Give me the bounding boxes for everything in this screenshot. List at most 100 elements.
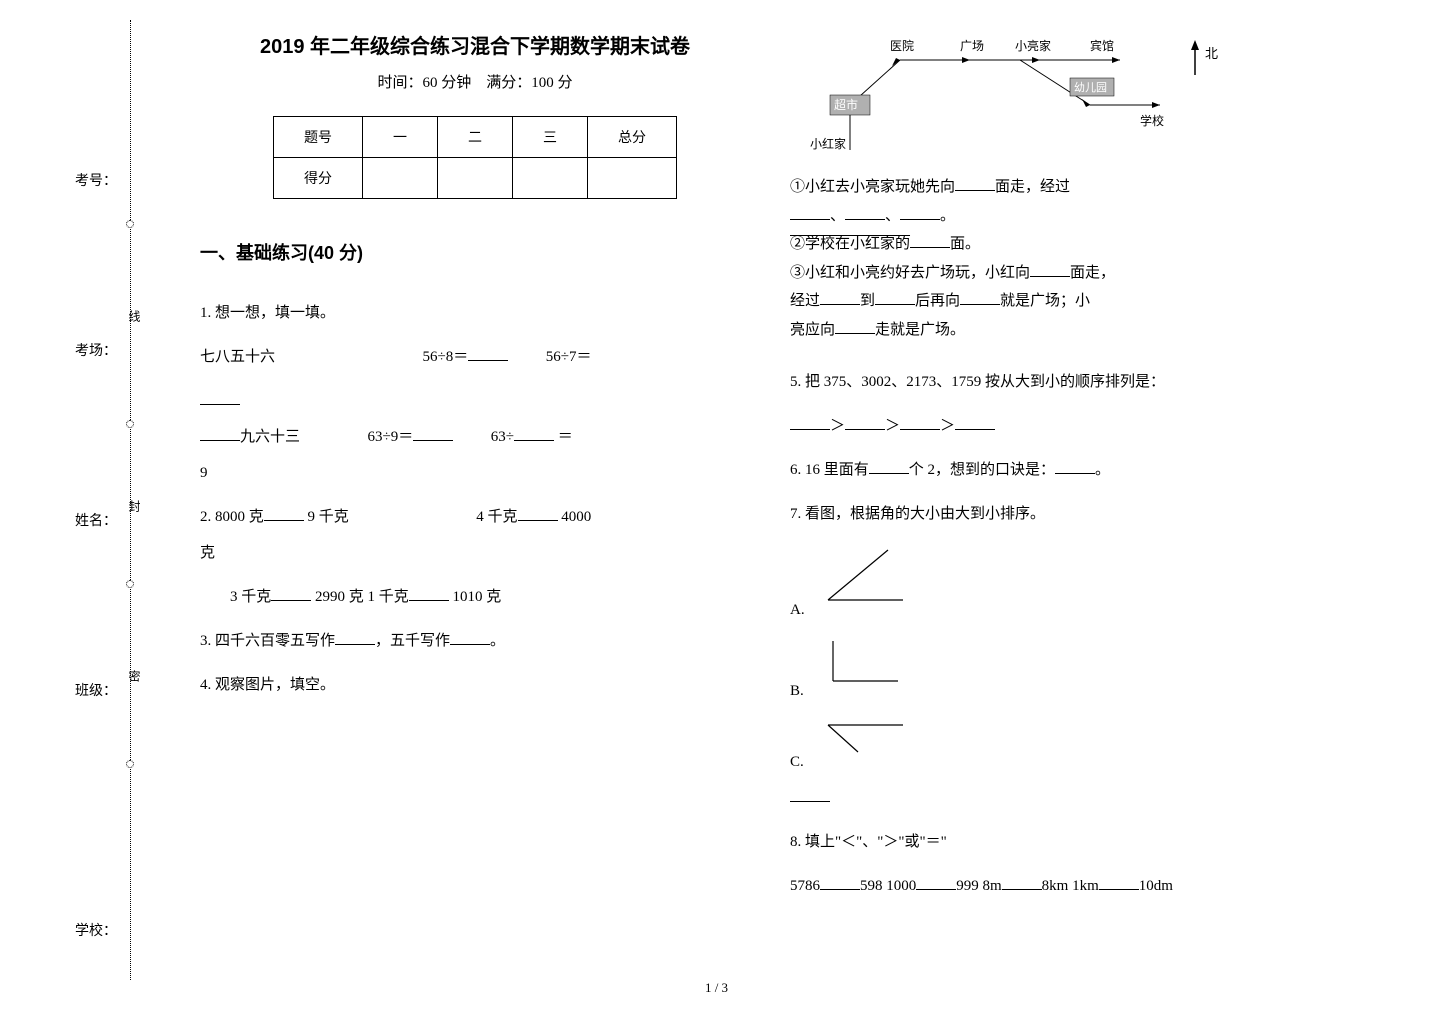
score-value-row: 得分 [274, 158, 677, 199]
q4-stem: 4. 观察图片，填空。 [200, 667, 750, 703]
q5-gt: ＞ [885, 418, 900, 434]
q2-text: 4000 [561, 509, 591, 525]
q1-stem: 1. 想一想，填一填。 [200, 295, 750, 331]
blank [413, 423, 453, 441]
blank [900, 202, 940, 220]
q4-s3: 面走， [1070, 265, 1115, 281]
q4-s1: ①小红去小亮家玩她先向 [790, 179, 955, 195]
blank [875, 287, 915, 305]
q1-text: 56÷8＝ [423, 349, 469, 365]
angle-c-diagram [818, 717, 908, 762]
binding-label-exam-room: 考场： [75, 340, 117, 360]
q1-text: 9 [200, 465, 208, 481]
q3: 3. 四千六百零五写作，五千写作。 [200, 623, 750, 659]
blank [1055, 456, 1095, 474]
q2-text: 1010 克 [453, 589, 502, 605]
score-td [438, 158, 513, 199]
left-column: 2019 年二年级综合练习混合下学期数学期末试卷 时间：60 分钟 满分：100… [180, 30, 770, 970]
blank [518, 503, 558, 521]
map-label: 广场 [960, 39, 984, 53]
score-table: 题号 一 二 三 总分 得分 [273, 116, 677, 199]
q2-text: 2. 8000 克 [200, 509, 264, 525]
q1-text: 九六十三 [240, 429, 300, 445]
q6-text: 6. 16 里面有 [790, 462, 869, 478]
binding-circle [126, 220, 134, 228]
q4-s1: 。 [940, 208, 955, 224]
blank [790, 784, 830, 802]
q5-gt: ＞ [940, 418, 955, 434]
exam-subtitle: 时间：60 分钟 满分：100 分 [200, 71, 750, 92]
q7-b: B. [790, 636, 1340, 709]
q6-text: 。 [1095, 462, 1110, 478]
blank [916, 872, 956, 890]
binding-label-school: 学校： [75, 920, 117, 940]
q2-text: 9 千克 [308, 509, 349, 525]
blank [409, 583, 449, 601]
blank [790, 412, 830, 430]
blank [335, 627, 375, 645]
binding-circle [126, 420, 134, 428]
q4-s1: 、 [885, 208, 900, 224]
q1-text: ＝ [558, 429, 573, 445]
q8-text: 5786 [790, 878, 820, 894]
q3-text: 3. 四千六百零五写作 [200, 633, 335, 649]
binding-circle [126, 760, 134, 768]
map-diagram: 北 医院 广场 小亮家 宾馆 超市 幼儿园 学校 小红家 [800, 30, 1230, 160]
q2-text: 克 [200, 545, 215, 561]
right-column: 北 医院 广场 小亮家 宾馆 超市 幼儿园 学校 小红家 ①小红去小亮家玩她先向… [770, 30, 1360, 970]
map-label: 超市 [834, 97, 858, 112]
blank [790, 202, 830, 220]
blank [200, 387, 240, 405]
score-td: 得分 [274, 158, 363, 199]
blank [200, 423, 240, 441]
blank [900, 412, 940, 430]
q3-text: ，五千写作 [375, 633, 450, 649]
blank [869, 456, 909, 474]
q8-text: 8km 1km [1042, 878, 1099, 894]
q4-s3: 就是广场；小 [1000, 293, 1090, 309]
blank [845, 202, 885, 220]
map-label: 小亮家 [1015, 38, 1051, 53]
score-header-row: 题号 一 二 三 总分 [274, 117, 677, 158]
angle-a-diagram [818, 540, 908, 610]
q1-text: 七八五十六 [200, 349, 275, 365]
q8-stem: 8. 填上"＜"、"＞"或"＝" [790, 824, 1340, 860]
q8-text: 999 8m [956, 878, 1001, 894]
map-label: 宾馆 [1090, 38, 1114, 53]
page-number: 1 / 3 [705, 980, 728, 996]
q2-line1: 2. 8000 克 9 千克 4 千克 4000 克 [200, 499, 750, 571]
q4-s2: ②学校在小红家的 [790, 236, 910, 252]
q8-text: 10dm [1139, 878, 1173, 894]
blank [271, 583, 311, 601]
page-content: 2019 年二年级综合练习混合下学期数学期末试卷 时间：60 分钟 满分：100… [180, 30, 1400, 970]
score-th: 二 [438, 117, 513, 158]
blank [955, 412, 995, 430]
blank [835, 316, 875, 334]
blank [1099, 872, 1139, 890]
q1-line2: 九六十三 63÷9＝ 63÷ ＝ 9 [200, 383, 750, 491]
binding-label-class: 班级： [75, 680, 117, 700]
q5: 5. 把 375、3002、2173、1759 按从大到小的顺序排列是： [790, 364, 1340, 400]
binding-label-name: 姓名： [75, 510, 117, 530]
q8-line: 5786 598 1000 999 8m 8km 1km 10dm [790, 868, 1340, 904]
q8-text: 598 1000 [860, 878, 916, 894]
binding-line-label: 封 [126, 500, 143, 512]
blank [514, 423, 554, 441]
binding-label-exam-id: 考号： [75, 170, 117, 190]
map-label: 医院 [890, 39, 914, 53]
section-heading: 一、基础练习(40 分) [200, 239, 750, 265]
q6-text: 个 2，想到的口诀是： [909, 462, 1055, 478]
map-label: 学校 [1140, 113, 1164, 128]
q2-text: 4 千克 [476, 509, 517, 525]
blank [450, 627, 490, 645]
score-th: 题号 [274, 117, 363, 158]
q4-s1: 、 [830, 208, 845, 224]
q7-label-c: C. [790, 754, 804, 770]
blank [960, 287, 1000, 305]
blank [1002, 872, 1042, 890]
blank [955, 173, 995, 191]
q4-s3: 后再向 [915, 293, 960, 309]
q4-s1: 面走，经过 [995, 179, 1070, 195]
q7-label-a: A. [790, 602, 805, 618]
q7-c: C. [790, 717, 1340, 816]
